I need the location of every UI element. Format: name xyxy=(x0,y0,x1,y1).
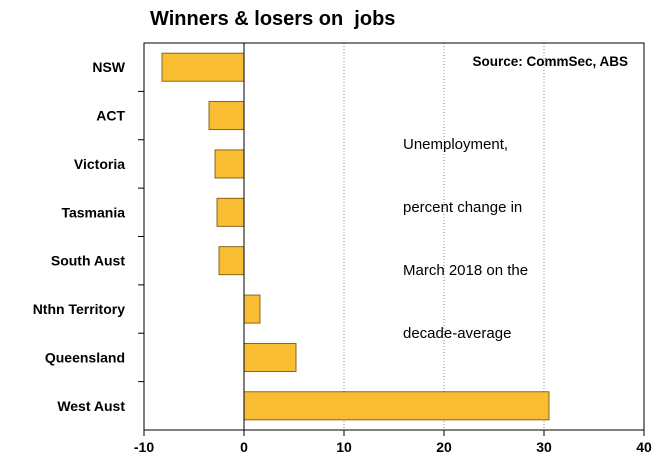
category-label-nthn-territory: Nthn Territory xyxy=(33,301,126,317)
category-label-act: ACT xyxy=(96,108,125,124)
bar-queensland xyxy=(243,342,297,372)
category-label-west-aust: West Aust xyxy=(57,398,125,414)
chart-title: Winners & losers on jobs xyxy=(150,8,396,30)
x-tick-label-20: 20 xyxy=(436,439,452,455)
category-label-queensland: Queensland xyxy=(45,349,125,365)
x-tick-label-30: 30 xyxy=(536,439,552,455)
axis-labels: -10 0 10 20 30 40 NSW ACT Victoria Tasmania South … xyxy=(33,59,652,455)
bar-west-aust xyxy=(243,391,550,421)
category-label-tasmania: Tasmania xyxy=(61,204,125,220)
annotation-line: Unemployment, xyxy=(403,136,509,153)
annotation-line: March 2018 on the xyxy=(403,262,529,279)
source-note: Source: CommSec, ABS xyxy=(472,54,628,69)
bar-nsw xyxy=(161,52,245,82)
category-label-victoria: Victoria xyxy=(74,156,125,172)
annotation-line: percent change in xyxy=(403,199,523,216)
x-tick-label-10: -10 xyxy=(134,439,154,455)
annotation: Unemployment, percent change in March 20… xyxy=(403,92,528,386)
x-tick-label-0: 0 xyxy=(240,439,248,455)
bar-act xyxy=(208,101,245,131)
bars xyxy=(161,52,550,421)
bar-nthn-territory xyxy=(243,294,261,324)
category-label-nsw: NSW xyxy=(92,59,125,75)
category-label-south-aust: South Aust xyxy=(51,253,125,269)
x-tick-label-10: 10 xyxy=(336,439,352,455)
bar-victoria xyxy=(214,149,245,179)
bar-tasmania xyxy=(216,197,245,227)
x-tick-label-40: 40 xyxy=(636,439,652,455)
axes xyxy=(138,42,645,436)
plot-frame xyxy=(143,42,645,431)
annotation-line: decade-average xyxy=(403,325,512,342)
bar-south-aust xyxy=(218,246,245,276)
